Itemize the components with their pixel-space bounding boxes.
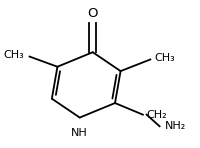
Text: CH₃: CH₃ <box>154 53 175 63</box>
Text: NH₂: NH₂ <box>165 121 186 131</box>
Text: CH₃: CH₃ <box>3 50 24 60</box>
Text: NH: NH <box>71 128 88 138</box>
Text: CH₂: CH₂ <box>147 110 167 120</box>
Text: O: O <box>87 7 98 20</box>
